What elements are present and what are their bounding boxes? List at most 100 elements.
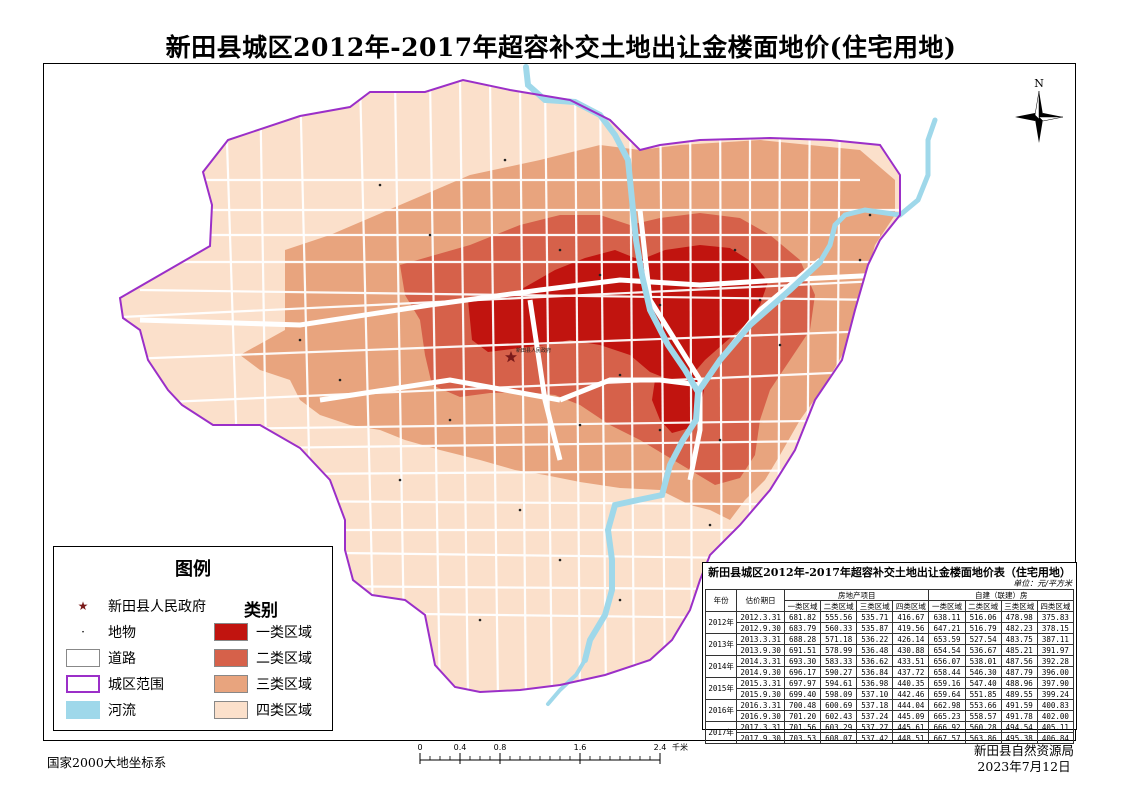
cell-value: 555.56 — [820, 611, 858, 623]
col-header: 四类区域 — [892, 600, 930, 612]
cell-value: 658.44 — [928, 666, 966, 678]
map-legend: 图例 类别 ★ 新田县人民政府 · 地物 道路 城区范围 河流 一类区域 二类区… — [53, 546, 333, 731]
table-row: 2015年 2015.3.31 697.97 594.61 536.98 440.35 65… — [704, 677, 1075, 700]
cell-date: 2016.3.31 — [736, 699, 786, 711]
cell-date: 2015.3.31 — [736, 677, 786, 689]
cell-value: 667.57 — [928, 732, 966, 744]
cell-value: 478.98 — [1000, 611, 1038, 623]
class3-swatch — [214, 675, 248, 693]
cell-value: 699.40 — [784, 688, 822, 700]
legend-item-label: 地物 — [108, 625, 136, 641]
cell-year: 2014年 — [704, 655, 738, 678]
cell-value: 701.20 — [784, 710, 822, 722]
price-table: 年份 估价期日 房地产项目 自建（联建）房 一类区域 二类区域 三类区域 四类区… — [704, 589, 1075, 744]
cell-date: 2015.9.30 — [736, 688, 786, 700]
legend-item-landmark: · 地物 — [66, 621, 136, 643]
cell-year: 2012年 — [704, 611, 738, 634]
scale-ticks: 0 0.4 0.8 1.6 2.4 千米 — [417, 742, 688, 764]
table-row: 2013.9.30 691.51 578.99 536.48 430.88 654.54 5… — [706, 644, 1075, 656]
legend-item-label: 新田县人民政府 — [108, 599, 206, 615]
col-group-project: 房地产项目 — [784, 589, 930, 601]
cell-value: 693.30 — [784, 655, 822, 667]
cell-value: 516.06 — [964, 611, 1002, 623]
boundary-swatch — [66, 675, 100, 693]
col-group-selfbuilt: 自建（联建）房 — [928, 589, 1074, 601]
cell-value: 487.56 — [1000, 655, 1038, 667]
legend-item-gov: ★ 新田县人民政府 — [66, 595, 206, 617]
legend-category-label: 三类区域 — [256, 677, 312, 693]
cell-date: 2013.3.31 — [736, 633, 786, 645]
cell-value: 697.97 — [784, 677, 822, 689]
cell-value: 659.64 — [928, 688, 966, 700]
cell-value: 437.72 — [892, 666, 930, 678]
cell-date: 2014.9.30 — [736, 666, 786, 678]
cell-value: 560.33 — [820, 622, 858, 634]
gov-label: 新田县人民政府 — [516, 347, 551, 354]
cell-value: 535.71 — [856, 611, 894, 623]
cell-value: 551.85 — [964, 688, 1002, 700]
cell-value: 426.14 — [892, 633, 930, 645]
cell-value: 433.51 — [892, 655, 930, 667]
table-unit: 单位：元/平方米 — [1013, 579, 1072, 588]
col-header-date: 估价期日 — [736, 589, 786, 612]
cell-value: 700.48 — [784, 699, 822, 711]
cell-date: 2012.3.31 — [736, 611, 786, 623]
cell-value: 647.21 — [928, 622, 966, 634]
cell-value: 491.78 — [1000, 710, 1038, 722]
cell-value: 560.28 — [964, 721, 1002, 733]
cell-value: 483.75 — [1000, 633, 1038, 645]
cell-value: 594.61 — [820, 677, 858, 689]
cell-year: 2017年 — [704, 721, 738, 744]
legend-item-river: 河流 — [66, 699, 136, 721]
cell-value: 445.09 — [892, 710, 930, 722]
cell-value: 558.57 — [964, 710, 1002, 722]
cell-value: 536.22 — [856, 633, 894, 645]
table-row: 2017年 2017.3.31 701.56 603.29 537.27 445.61 66… — [704, 721, 1075, 744]
cell-value: 444.04 — [892, 699, 930, 711]
north-arrow-icon: N — [1015, 77, 1064, 143]
cell-value: 653.59 — [928, 633, 966, 645]
cell-value: 399.24 — [1036, 688, 1075, 700]
cell-value: 703.53 — [784, 732, 822, 744]
cell-value: 608.07 — [820, 732, 858, 744]
legend-category-label: 二类区域 — [256, 651, 312, 667]
legend-title: 图例 — [175, 559, 211, 580]
cell-value: 487.79 — [1000, 666, 1038, 678]
cell-value: 681.82 — [784, 611, 822, 623]
scale-tick-label: 0 — [417, 743, 422, 752]
cell-value: 419.56 — [892, 622, 930, 634]
price-table-panel: 新田县城区2012年-2017年超容补交土地出让金楼面地价表（住宅用地） 单位：… — [702, 562, 1077, 744]
cell-value: 406.84 — [1036, 732, 1075, 744]
col-header-year: 年份 — [704, 589, 738, 612]
cell-value: 583.33 — [820, 655, 858, 667]
table-row: 2016.9.30 701.20 602.43 537.24 445.09 665.23 5… — [706, 710, 1075, 722]
cell-value: 578.99 — [820, 644, 858, 656]
table-row: 2012年 2012.3.31 681.82 555.56 535.71 416.67 63… — [704, 611, 1075, 634]
col-header: 四类区域 — [1036, 600, 1075, 612]
cell-date: 2017.3.31 — [736, 721, 786, 733]
cell-value: 547.40 — [964, 677, 1002, 689]
col-header: 三类区域 — [1000, 600, 1038, 612]
cell-value: 538.01 — [964, 655, 1002, 667]
table-row: 2016年 2016.3.31 700.48 600.69 537.18 444.04 66… — [704, 699, 1075, 722]
cell-value: 654.54 — [928, 644, 966, 656]
cell-value: 494.54 — [1000, 721, 1038, 733]
table-row: 2012.9.30 683.79 560.33 535.87 419.56 647.21 5… — [706, 622, 1075, 634]
scale-tick-label: 0.4 — [454, 743, 467, 752]
cell-value: 537.27 — [856, 721, 894, 733]
cell-value: 440.35 — [892, 677, 930, 689]
cell-value: 683.79 — [784, 622, 822, 634]
table-row: 2017.9.30 703.53 608.07 537.42 448.51 667.57 5… — [706, 732, 1075, 744]
cell-value: 536.84 — [856, 666, 894, 678]
main-roads — [139, 209, 881, 481]
cell-value: 701.56 — [784, 721, 822, 733]
cell-value: 536.62 — [856, 655, 894, 667]
table-row: 2015.9.30 699.40 598.09 537.10 442.46 659.64 5… — [706, 688, 1075, 700]
footer-credit: 新田县自然资源局 2023年7月12日 — [974, 743, 1074, 775]
dot-icon: · — [81, 625, 85, 639]
river-system — [523, 64, 938, 706]
table-title: 新田县城区2012年-2017年超容补交土地出让金楼面地价表（住宅用地） — [708, 566, 1071, 579]
cell-value: 536.48 — [856, 644, 894, 656]
cell-value: 659.16 — [928, 677, 966, 689]
legend-item-boundary: 城区范围 — [66, 673, 164, 695]
